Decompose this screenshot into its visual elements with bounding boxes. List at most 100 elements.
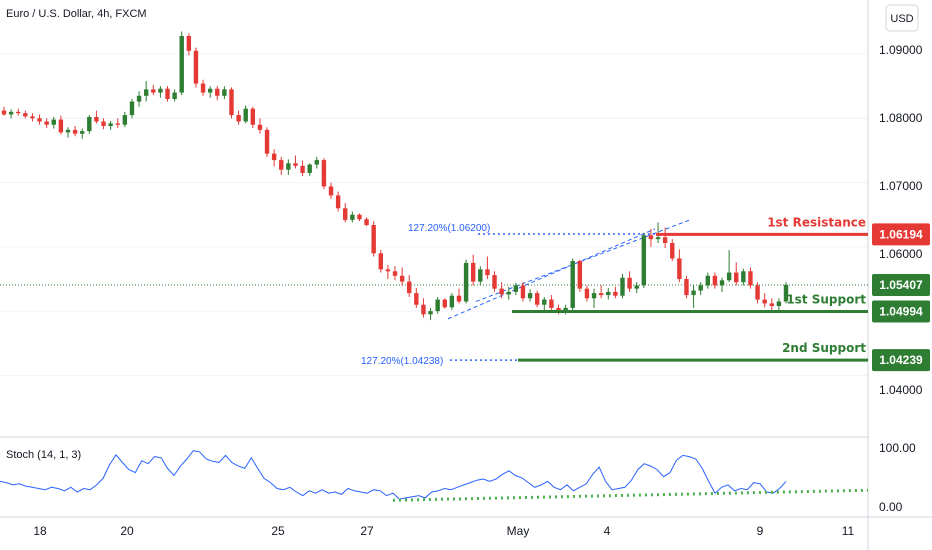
- support-1-price-tag-text: 1.04994: [879, 305, 923, 319]
- candle: [556, 307, 561, 312]
- candle: [300, 165, 305, 173]
- price-tick-label: 1.04000: [879, 383, 923, 397]
- time-tick-label: 27: [360, 524, 374, 538]
- candle: [741, 271, 746, 283]
- candle: [79, 131, 85, 134]
- candle: [335, 195, 341, 209]
- candle: [357, 214, 362, 220]
- fib-extension-upper-label: 127.20%(1.06200): [408, 223, 490, 234]
- candle: [748, 271, 753, 286]
- candle: [534, 293, 540, 305]
- chart-title: Euro / U.S. Dollar, 4h, FXCM: [6, 8, 147, 20]
- candle: [385, 269, 391, 272]
- time-tick-label: 9: [757, 524, 764, 538]
- candle: [513, 285, 519, 292]
- stoch-tick-label: 100.00: [879, 441, 916, 455]
- candle: [193, 50, 199, 84]
- stoch-label: Stoch (14, 1, 3): [6, 449, 81, 461]
- candle: [442, 299, 447, 308]
- candle: [94, 117, 99, 122]
- candle: [264, 129, 270, 154]
- candle: [328, 186, 334, 196]
- candle: [8, 111, 14, 115]
- candle: [584, 288, 590, 299]
- candle: [662, 237, 668, 243]
- time-tick-label: 18: [33, 524, 47, 538]
- support-1-price-tag: [872, 300, 930, 323]
- grid: [0, 53, 868, 376]
- candle: [371, 225, 376, 254]
- price-tick-label: 1.09000: [879, 43, 923, 57]
- candle: [627, 277, 632, 289]
- candle: [470, 262, 476, 282]
- candle: [378, 253, 383, 270]
- candle: [606, 291, 611, 296]
- candle: [23, 113, 28, 117]
- candle: [229, 89, 234, 116]
- candle: [598, 293, 604, 296]
- candle: [527, 293, 533, 299]
- stoch-k-line: [0, 450, 787, 500]
- candle: [392, 271, 398, 276]
- candle: [726, 272, 732, 281]
- candle: [463, 262, 469, 302]
- support-2-price-tag-text: 1.04239: [879, 353, 923, 367]
- time-tick-label: May: [507, 524, 530, 538]
- candle: [350, 214, 355, 220]
- trend-channel-upper: [475, 219, 691, 302]
- resistance-price-tag-text: 1.06194: [879, 227, 923, 241]
- candle: [72, 129, 78, 134]
- candle: [30, 116, 35, 119]
- candle: [755, 285, 760, 300]
- candle: [108, 123, 113, 126]
- candle: [136, 95, 142, 102]
- candle: [435, 299, 440, 312]
- currency-label: USD: [890, 13, 913, 25]
- candle: [449, 295, 455, 308]
- candle: [421, 304, 426, 315]
- price-axis: 1.09000 1.08000 1.07000 1.06000 1.04000: [879, 43, 923, 397]
- candle: [506, 291, 511, 295]
- candle: [428, 311, 433, 315]
- candle: [520, 285, 526, 299]
- trend-channel-lower: [447, 228, 656, 320]
- candle: [399, 275, 405, 282]
- currency-button[interactable]: [885, 4, 919, 32]
- candle: [698, 285, 703, 291]
- candle: [279, 160, 284, 170]
- candle: [307, 164, 312, 173]
- candle: [684, 279, 689, 296]
- candle: [719, 280, 725, 286]
- candle: [1, 110, 7, 115]
- candle: [705, 275, 711, 286]
- candle: [250, 108, 256, 125]
- resistance-label: 1st Resistance: [767, 215, 866, 229]
- candle: [407, 281, 412, 294]
- candle: [492, 275, 497, 289]
- current-price-tag-text: 1.05407: [879, 278, 923, 292]
- candle: [236, 115, 241, 122]
- candle: [58, 119, 64, 133]
- candle: [734, 272, 739, 283]
- candle: [456, 295, 462, 302]
- support-2-label: 2nd Support: [782, 341, 866, 355]
- candle: [542, 299, 547, 305]
- candle: [207, 88, 213, 93]
- candle: [769, 303, 774, 306]
- candle: [87, 117, 92, 132]
- candle: [414, 293, 419, 305]
- candle: [293, 163, 298, 166]
- candle: [257, 124, 263, 130]
- candle: [151, 89, 156, 93]
- candle: [634, 285, 639, 289]
- time-axis: 18 20 25 27 May 4 9 11: [33, 524, 854, 538]
- candles: [1, 31, 789, 321]
- candle: [776, 301, 782, 306]
- stoch-trend-line: [392, 488, 869, 502]
- candle: [670, 243, 675, 259]
- candle: [200, 83, 206, 93]
- candle: [165, 88, 170, 99]
- candle: [577, 261, 583, 289]
- candle: [762, 299, 767, 304]
